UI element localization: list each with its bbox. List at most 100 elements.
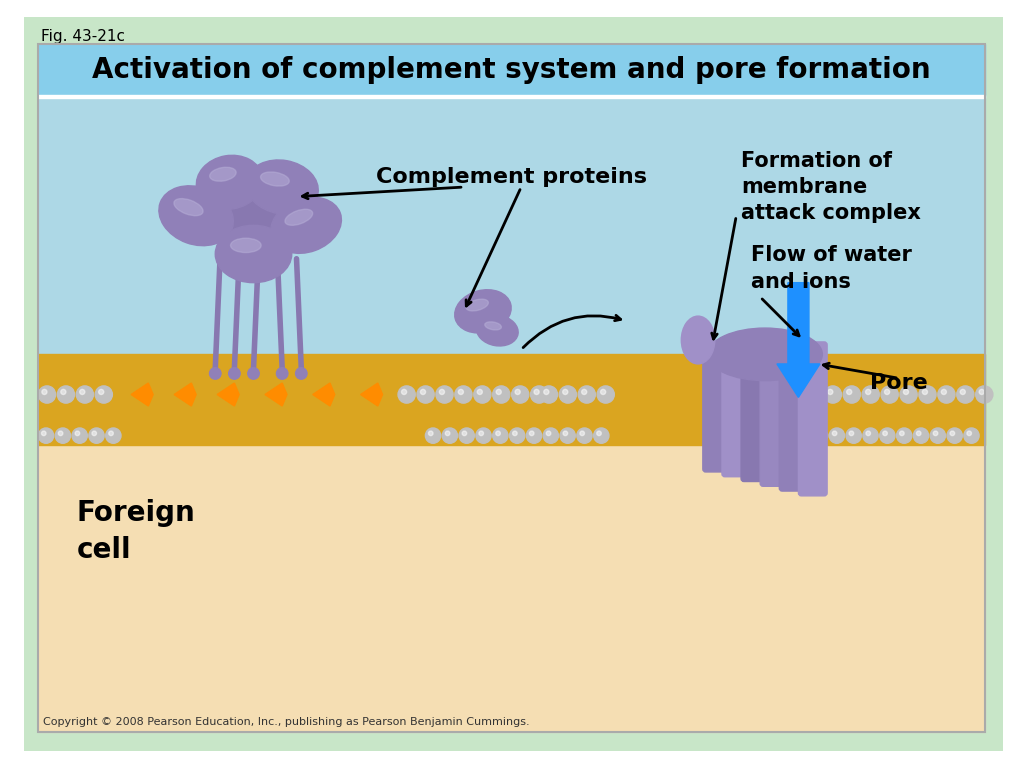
Circle shape xyxy=(75,431,80,435)
Text: Formation of
membrane
attack complex: Formation of membrane attack complex xyxy=(741,151,921,223)
Circle shape xyxy=(544,389,549,395)
Circle shape xyxy=(805,386,822,403)
Circle shape xyxy=(961,389,966,395)
Circle shape xyxy=(439,389,444,395)
Ellipse shape xyxy=(681,316,715,364)
Ellipse shape xyxy=(270,197,341,253)
Circle shape xyxy=(562,389,568,395)
Circle shape xyxy=(897,428,911,443)
Circle shape xyxy=(847,389,852,395)
Circle shape xyxy=(863,428,879,443)
Bar xyxy=(38,426,985,732)
Circle shape xyxy=(76,386,93,403)
Circle shape xyxy=(597,431,601,435)
Circle shape xyxy=(880,428,895,443)
Circle shape xyxy=(883,431,888,435)
FancyArrow shape xyxy=(777,283,820,397)
Circle shape xyxy=(38,428,53,443)
Circle shape xyxy=(459,428,474,443)
Circle shape xyxy=(771,389,776,395)
Circle shape xyxy=(812,428,827,443)
Circle shape xyxy=(846,428,861,443)
Circle shape xyxy=(428,431,433,435)
Circle shape xyxy=(455,386,472,403)
Circle shape xyxy=(512,386,528,403)
Circle shape xyxy=(563,431,567,435)
Text: Pore: Pore xyxy=(869,373,928,393)
Circle shape xyxy=(865,389,870,395)
Circle shape xyxy=(496,431,501,435)
FancyBboxPatch shape xyxy=(741,342,770,482)
Ellipse shape xyxy=(206,177,292,244)
Circle shape xyxy=(543,428,558,443)
Circle shape xyxy=(72,428,87,443)
Circle shape xyxy=(530,386,548,403)
Circle shape xyxy=(109,431,114,435)
Circle shape xyxy=(462,431,467,435)
Circle shape xyxy=(474,386,490,403)
Polygon shape xyxy=(265,383,287,406)
Circle shape xyxy=(594,428,609,443)
Polygon shape xyxy=(360,383,383,406)
Circle shape xyxy=(248,368,259,379)
Circle shape xyxy=(866,431,870,435)
Polygon shape xyxy=(312,383,335,406)
Circle shape xyxy=(956,386,974,403)
Polygon shape xyxy=(217,383,240,406)
Circle shape xyxy=(913,428,929,443)
Circle shape xyxy=(479,431,483,435)
Ellipse shape xyxy=(260,172,289,186)
Ellipse shape xyxy=(455,290,511,333)
Circle shape xyxy=(947,428,963,443)
Circle shape xyxy=(58,431,62,435)
Circle shape xyxy=(849,431,854,435)
Text: Complement: Complement xyxy=(507,70,516,71)
Circle shape xyxy=(580,431,585,435)
Circle shape xyxy=(534,389,540,395)
Ellipse shape xyxy=(466,300,488,311)
Circle shape xyxy=(930,428,945,443)
Circle shape xyxy=(767,386,784,403)
Circle shape xyxy=(941,389,946,395)
Polygon shape xyxy=(131,383,154,406)
Bar xyxy=(38,354,985,402)
Circle shape xyxy=(950,431,954,435)
Circle shape xyxy=(425,428,440,443)
Circle shape xyxy=(57,386,75,403)
Circle shape xyxy=(493,428,508,443)
FancyBboxPatch shape xyxy=(722,342,751,477)
Ellipse shape xyxy=(174,199,203,216)
Circle shape xyxy=(497,389,502,395)
Circle shape xyxy=(964,428,979,443)
Circle shape xyxy=(827,389,833,395)
Circle shape xyxy=(885,389,890,395)
Circle shape xyxy=(38,386,55,403)
Circle shape xyxy=(541,386,557,403)
Circle shape xyxy=(529,431,534,435)
Circle shape xyxy=(815,431,820,435)
Circle shape xyxy=(421,389,426,395)
Circle shape xyxy=(276,368,288,379)
Text: Activation of complement system and pore formation: Activation of complement system and pore… xyxy=(92,56,931,84)
Circle shape xyxy=(881,386,898,403)
Circle shape xyxy=(824,386,842,403)
Circle shape xyxy=(786,386,804,403)
Text: Fig. 43-21c: Fig. 43-21c xyxy=(41,29,125,45)
Ellipse shape xyxy=(484,322,502,330)
Circle shape xyxy=(401,389,407,395)
Circle shape xyxy=(919,386,936,403)
Circle shape xyxy=(41,431,46,435)
Circle shape xyxy=(459,389,464,395)
Circle shape xyxy=(903,389,908,395)
Ellipse shape xyxy=(285,209,312,225)
FancyBboxPatch shape xyxy=(799,342,827,496)
Circle shape xyxy=(510,428,525,443)
Circle shape xyxy=(933,431,938,435)
Circle shape xyxy=(559,386,577,403)
Circle shape xyxy=(577,428,592,443)
Circle shape xyxy=(105,428,121,443)
Circle shape xyxy=(210,368,221,379)
Circle shape xyxy=(442,428,458,443)
Circle shape xyxy=(938,386,955,403)
Circle shape xyxy=(60,389,66,395)
